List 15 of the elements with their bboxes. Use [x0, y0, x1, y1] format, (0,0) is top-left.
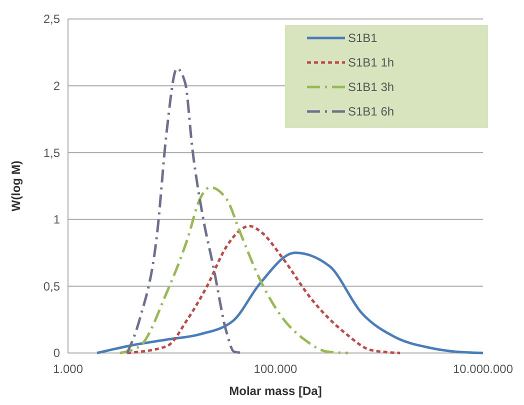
- y-axis-title: W(log M): [9, 160, 23, 212]
- legend-label: S1B1 6h: [348, 104, 394, 119]
- legend-label: S1B1 3h: [348, 80, 394, 94]
- y-tick-label: 2: [53, 79, 60, 93]
- y-tick-label: 1: [53, 212, 60, 227]
- x-tick-label: 100.000: [254, 362, 298, 376]
- x-axis-title: Molar mass [Da]: [229, 384, 322, 398]
- y-tick-label: 0: [53, 346, 60, 360]
- x-tick-label: 1.000: [52, 362, 84, 376]
- x-tick-label: 10.000.000: [452, 362, 514, 376]
- y-tick-label: 0,5: [43, 279, 60, 294]
- legend-label: S1B1 1h: [348, 56, 394, 70]
- legend-label: S1B1: [348, 31, 378, 46]
- y-tick-label: 1,5: [43, 146, 60, 160]
- y-tick-label: 2,5: [43, 12, 60, 26]
